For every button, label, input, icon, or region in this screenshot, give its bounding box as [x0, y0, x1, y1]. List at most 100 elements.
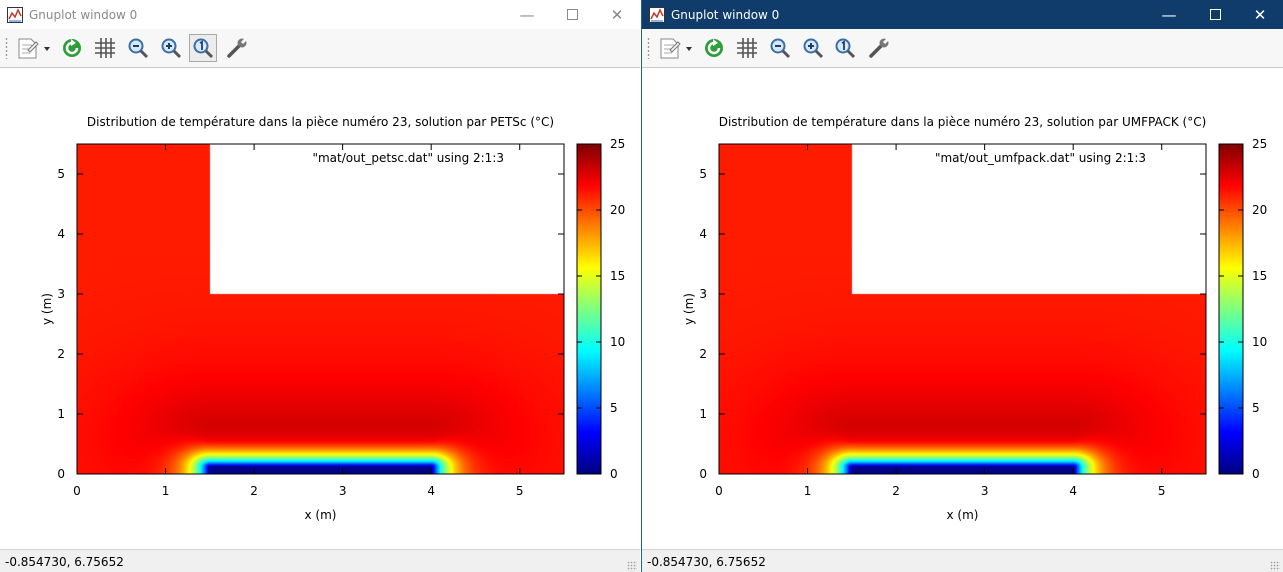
zoom-previous-button[interactable]	[766, 34, 794, 62]
options-wrench-icon	[227, 36, 249, 58]
y-tick-label: 1	[699, 407, 707, 421]
replot-icon	[63, 39, 81, 57]
x-tick-label: 1	[804, 484, 812, 498]
mouse-coordinates: -0.854730, 6.75652	[647, 555, 766, 569]
colorbar-tick-label: 20	[1252, 203, 1267, 217]
gnuplot-app-icon	[649, 6, 665, 23]
size-grip[interactable]	[627, 561, 637, 571]
window-title: Gnuplot window 0	[29, 7, 138, 22]
options-button[interactable]	[865, 34, 893, 62]
y-tick-label: 4	[57, 227, 65, 241]
mouse-coordinates: -0.854730, 6.75652	[5, 555, 124, 569]
replot-button[interactable]	[58, 34, 86, 62]
plot-title: Distribution de température dans la pièc…	[87, 115, 554, 129]
zoom-previous-icon	[770, 38, 791, 59]
grid-button[interactable]	[733, 34, 761, 62]
y-tick-label: 0	[699, 467, 707, 481]
close-button[interactable]: ✕	[1237, 0, 1283, 29]
toolbar	[642, 29, 1283, 68]
zoom-next-button[interactable]	[157, 34, 185, 62]
x-tick-label: 3	[339, 484, 347, 498]
x-tick-label: 1	[162, 484, 170, 498]
grid-button[interactable]	[91, 34, 119, 62]
autoscale-button[interactable]	[831, 34, 859, 62]
grid-icon	[95, 38, 115, 58]
maximize-icon	[1209, 9, 1221, 20]
y-tick-label: 1	[57, 407, 65, 421]
x-tick-label: 0	[73, 484, 81, 498]
minimize-button[interactable]: —	[504, 0, 550, 29]
series-legend: "mat/out_umfpack.dat" using 2:1:3	[935, 151, 1146, 165]
colorbar-tick-label: 5	[610, 401, 618, 415]
copy-options-icon	[660, 38, 692, 59]
autoscale-icon	[835, 38, 856, 59]
grid-icon	[737, 38, 757, 58]
x-axis-label: x (m)	[305, 508, 337, 522]
y-tick-label: 2	[699, 347, 707, 361]
gnuplot-app-icon	[7, 6, 23, 23]
colorbar	[1219, 144, 1243, 474]
colorbar-tick-label: 5	[1252, 401, 1260, 415]
x-tick-label: 5	[1158, 484, 1166, 498]
zoom-next-button[interactable]	[799, 34, 827, 62]
x-tick-label: 2	[892, 484, 900, 498]
copy-options-icon	[18, 38, 50, 59]
temperature-heatmap	[719, 144, 1206, 474]
status-bar: -0.854730, 6.75652	[0, 549, 640, 572]
plot-title: Distribution de température dans la pièc…	[719, 115, 1207, 129]
colorbar-tick-label: 15	[1252, 269, 1267, 283]
options-button[interactable]	[223, 34, 251, 62]
x-tick-label: 2	[250, 484, 258, 498]
replot-button[interactable]	[700, 34, 728, 62]
gnuplot-window-petsc: Gnuplot window 0 — ✕	[0, 0, 640, 572]
minimize-icon: —	[1161, 5, 1177, 24]
copy-options-button[interactable]	[12, 34, 56, 62]
plot-area[interactable]: 0 1 2 3 4 5 0 1 2 3 4 5 0 5 10 15 20 25 Distribution de te…	[642, 68, 1282, 549]
y-tick-label: 3	[57, 287, 65, 301]
y-tick-label: 0	[57, 467, 65, 481]
autoscale-button[interactable]	[189, 34, 217, 62]
copy-options-button[interactable]	[654, 34, 698, 62]
title-bar[interactable]: Gnuplot window 0 — ✕	[642, 0, 1283, 29]
colorbar-tick-label: 0	[610, 467, 618, 481]
maximize-button[interactable]	[549, 0, 595, 29]
colorbar-tick-label: 10	[610, 335, 625, 349]
toolbar-grip[interactable]	[5, 37, 8, 59]
colorbar-tick-label: 25	[1252, 137, 1267, 151]
minimize-button[interactable]: —	[1146, 0, 1192, 29]
y-tick-label: 3	[699, 287, 707, 301]
minimize-icon: —	[519, 5, 535, 24]
x-tick-label: 0	[715, 484, 723, 498]
x-tick-label: 3	[981, 484, 989, 498]
replot-icon	[705, 39, 723, 57]
plot-border	[76, 143, 565, 475]
y-axis-label: y (m)	[40, 293, 54, 325]
x-tick-label: 4	[1069, 484, 1077, 498]
colorbar-tick-label: 10	[1252, 335, 1267, 349]
colorbar-border	[1218, 143, 1244, 475]
close-button[interactable]: ✕	[594, 0, 640, 29]
status-bar: -0.854730, 6.75652	[642, 549, 1283, 572]
title-bar[interactable]: Gnuplot window 0 — ✕	[0, 0, 640, 29]
plot-area[interactable]: 0 1 2 3 4 5 0 1 2 3 4 5 0 5 10 15 20 25 Distribution de te…	[0, 68, 640, 549]
y-axis-label: y (m)	[682, 293, 696, 325]
colorbar	[577, 144, 601, 474]
plot-border	[718, 143, 1207, 475]
toolbar-grip[interactable]	[647, 37, 650, 59]
y-tick-label: 4	[699, 227, 707, 241]
colorbar-tick-label: 25	[610, 137, 625, 151]
x-tick-label: 5	[516, 484, 524, 498]
maximize-icon	[566, 9, 578, 20]
maximize-button[interactable]	[1192, 0, 1238, 29]
gnuplot-window-umfpack: Gnuplot window 0 — ✕	[641, 0, 1283, 572]
series-legend: "mat/out_petsc.dat" using 2:1:3	[312, 151, 504, 165]
zoom-next-icon	[161, 38, 182, 59]
colorbar-tick-label: 0	[1252, 467, 1260, 481]
close-icon: ✕	[1253, 5, 1267, 24]
zoom-next-icon	[803, 38, 824, 59]
colorbar-tick-label: 15	[610, 269, 625, 283]
zoom-previous-button[interactable]	[124, 34, 152, 62]
zoom-previous-icon	[128, 38, 149, 59]
size-grip[interactable]	[1270, 561, 1280, 571]
autoscale-icon	[193, 38, 214, 59]
